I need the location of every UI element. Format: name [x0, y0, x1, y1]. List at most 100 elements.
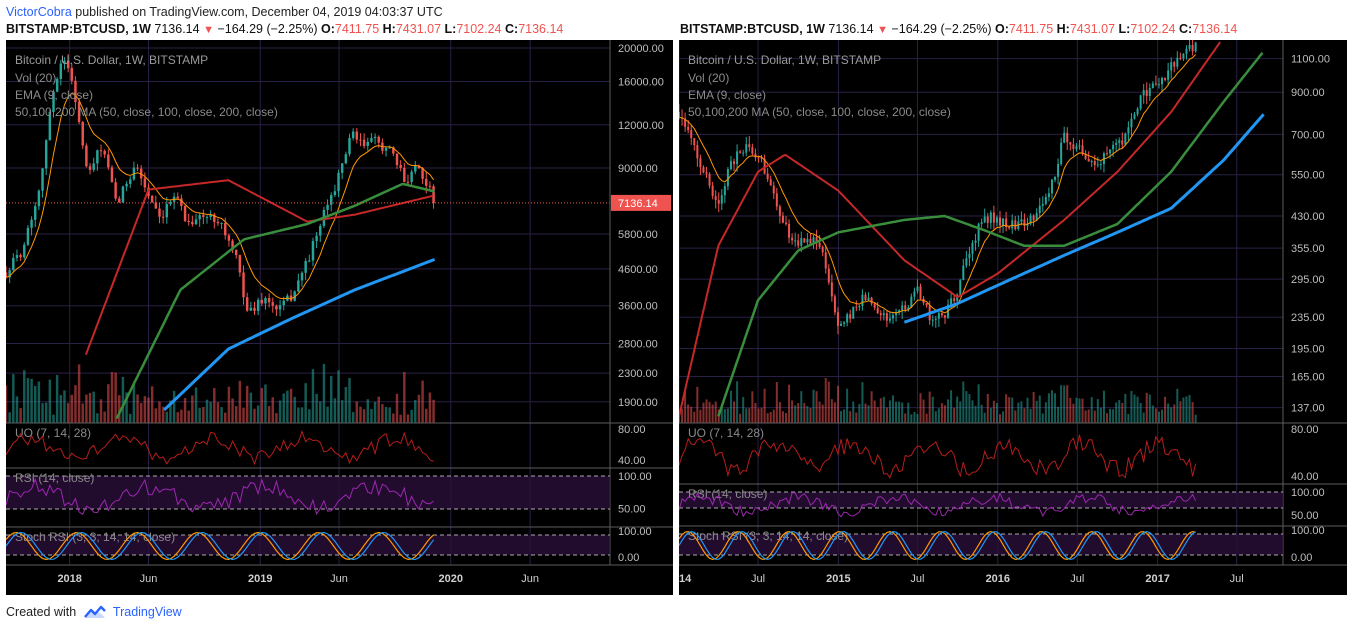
btc-chart-2014-2017[interactable]: Bitcoin / U.S. Dollar, 1W, BITSTAMP Vol (… [679, 40, 1347, 595]
candle-body [888, 318, 891, 321]
candle-body [1191, 44, 1194, 52]
candle-body [1060, 142, 1063, 165]
volume-bar [348, 378, 351, 423]
candle-body [395, 153, 399, 166]
volume-bar [858, 403, 861, 423]
volume-bar [370, 409, 373, 423]
candle-body [1133, 114, 1136, 119]
candle-body [59, 63, 63, 79]
volume-bar [748, 408, 751, 423]
candle-body [403, 167, 406, 182]
open-value: 7411.75 [334, 22, 380, 36]
candle-body [231, 240, 234, 250]
volume-bar [26, 378, 30, 423]
candle-body [351, 131, 355, 139]
low-value: 7102.24 [456, 22, 502, 36]
volume-bar [172, 390, 176, 423]
volume-bar [1136, 396, 1139, 423]
candle-body [788, 223, 791, 238]
indicator-label: Vol (20) [688, 71, 729, 85]
candle-body [1008, 227, 1011, 229]
volume-bar [1194, 414, 1197, 423]
candle-body [974, 240, 977, 243]
candle-body [1118, 140, 1121, 143]
stoch-k-line [6, 531, 435, 561]
volume-bar [8, 412, 11, 423]
volume-bar [1020, 401, 1023, 423]
volume-bar [107, 384, 110, 423]
ticker-last: 7136.14 [828, 22, 874, 36]
candle-body [867, 297, 870, 301]
volume-bar [867, 405, 870, 423]
uo-tick-label: 40.00 [1291, 471, 1319, 483]
volume-bar [136, 394, 139, 423]
volume-bar [1017, 402, 1020, 423]
x-tick-label: 2015 [826, 573, 850, 585]
y-tick-label: 20000.00 [618, 43, 664, 55]
volume-bar [264, 384, 267, 423]
created-with-text: Created with [6, 605, 77, 619]
volume-bar [745, 408, 748, 423]
volume-bar [425, 408, 428, 423]
tradingview-link[interactable]: TradingView [112, 605, 182, 619]
candle-body [194, 219, 198, 225]
open-value: 7411.75 [1008, 22, 1054, 36]
last-price-label: 7136.14 [618, 198, 658, 210]
candle-body [224, 222, 227, 236]
ticker-last: 7136.14 [154, 22, 200, 36]
stoch-label: Stoch RSI (3, 3, 14, 14, close) [688, 529, 848, 543]
y-tick-label: 4600.00 [618, 264, 658, 276]
volume-bar [362, 409, 366, 423]
high-label: H: [382, 22, 396, 36]
candle-body [125, 183, 128, 187]
volume-bar [827, 381, 830, 423]
candle-body [754, 153, 757, 158]
volume-bar [833, 402, 836, 423]
volume-bar [681, 408, 684, 423]
candle-body [950, 298, 953, 305]
candle-body [55, 78, 59, 92]
down-arrow-icon: ▼ [877, 24, 888, 36]
candle-body [714, 196, 717, 201]
candle-body [373, 136, 377, 139]
candle-body [959, 280, 962, 295]
candle-body [414, 165, 417, 172]
volume-bar [788, 384, 791, 423]
candle-body [736, 151, 739, 165]
volume-bar [286, 390, 289, 423]
author-link[interactable]: VictorCobra [6, 5, 72, 19]
candle-body [904, 305, 907, 310]
volume-bar [895, 401, 898, 423]
candle-body [169, 201, 172, 205]
x-tick-label: Jul [1070, 573, 1084, 585]
candle-body [772, 185, 775, 194]
volume-bar [742, 397, 745, 423]
candle-body [66, 60, 70, 69]
y-tick-label: 165.00 [1291, 371, 1325, 383]
volume-bar [194, 387, 198, 423]
candle-body [937, 313, 940, 319]
candle-body [176, 196, 179, 199]
volume-bar [1063, 385, 1066, 423]
volume-bar [821, 404, 824, 423]
volume-bar [947, 399, 950, 423]
rsi-tick-label: 50.00 [1291, 510, 1319, 522]
rsi-line [679, 492, 1197, 518]
volume-bar [974, 406, 977, 423]
candle-body [191, 221, 194, 225]
candle-body [882, 313, 885, 316]
candle-body [348, 138, 351, 155]
x-tick-label: 2019 [248, 573, 272, 585]
high-value: 7431.07 [1069, 22, 1116, 36]
candle-body [1014, 220, 1017, 230]
volume-bar [959, 401, 962, 423]
y-tick-label: 3600.00 [618, 301, 658, 313]
btc-chart-2018-2019[interactable]: 7136.14 Bitcoin / U.S. Dollar, 1W, BITSTA… [6, 40, 673, 595]
candle-body [26, 227, 30, 245]
volume-bar [55, 374, 59, 423]
candle-body [1029, 215, 1032, 224]
volume-bar [245, 385, 249, 423]
volume-bar [1008, 397, 1011, 423]
candle-body [121, 186, 125, 203]
volume-bar [81, 403, 84, 423]
